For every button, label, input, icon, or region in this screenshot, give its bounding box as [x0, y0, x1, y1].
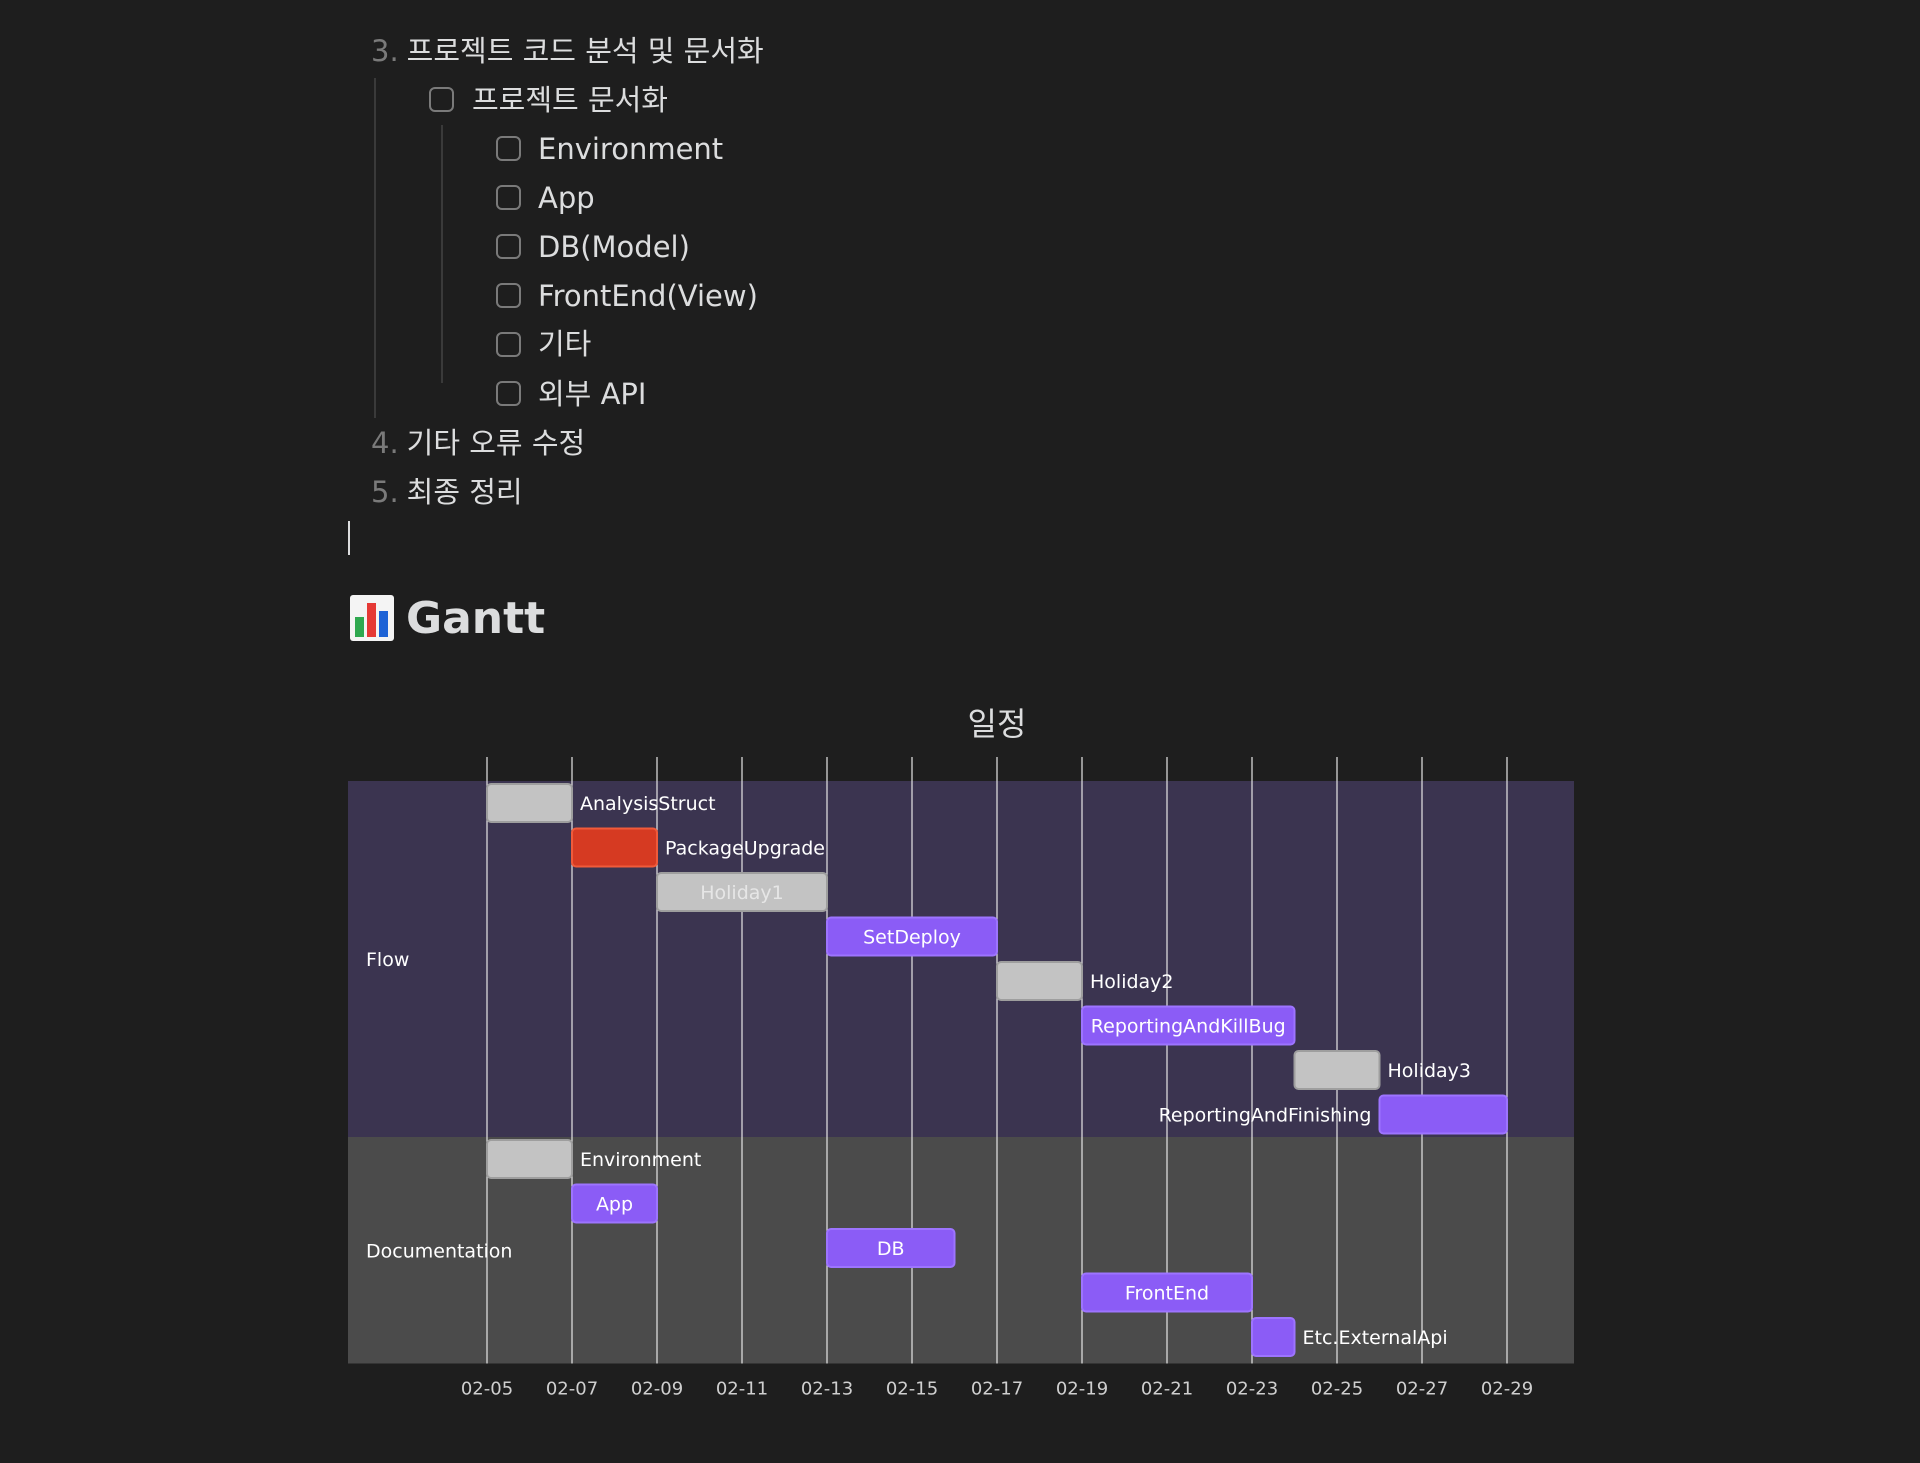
x-tick-label: 02-07 — [546, 1379, 598, 1400]
task-checkbox[interactable] — [496, 332, 521, 357]
text-cursor — [348, 521, 350, 555]
heading-text: Gantt — [406, 592, 546, 644]
list-number: 3. — [371, 34, 399, 68]
task-label: DB(Model) — [538, 230, 690, 264]
task-label: 기타 — [538, 327, 592, 361]
x-tick-label: 02-21 — [1141, 1379, 1193, 1400]
task-label: 외부 API — [538, 377, 647, 411]
x-tick-label: 02-23 — [1226, 1379, 1278, 1400]
task-label: Environment — [538, 132, 724, 166]
task-label: App — [596, 1194, 633, 1216]
task-label: PackageUpgrade — [665, 838, 825, 860]
list-item-text: 프로젝트 코드 분석 및 문서화 — [406, 34, 764, 68]
x-tick-label: 02-15 — [886, 1379, 938, 1400]
task-label: FrontEnd — [1125, 1283, 1209, 1305]
list-item-text: 기타 오류 수정 — [406, 426, 586, 460]
x-tick-label: 02-25 — [1311, 1379, 1363, 1400]
x-tick-label: 02-17 — [971, 1379, 1023, 1400]
list-item-5[interactable]: 5. 최종 정리 — [371, 472, 523, 512]
task-label: App — [538, 181, 595, 215]
task-bar — [826, 916, 998, 957]
x-tick-label: 02-11 — [716, 1379, 768, 1400]
task-checkbox[interactable] — [496, 185, 521, 210]
indent-guide — [441, 125, 443, 383]
task-bar — [486, 1139, 573, 1179]
x-tick-label: 02-19 — [1056, 1379, 1108, 1400]
task-label: Holiday2 — [1090, 971, 1174, 993]
task-label: 프로젝트 문서화 — [472, 83, 668, 117]
x-tick-label: 02-13 — [801, 1379, 853, 1400]
task-checkbox[interactable] — [496, 136, 521, 161]
gantt-heading: Gantt — [350, 588, 545, 648]
list-number: 4. — [371, 426, 399, 460]
task-bar — [1293, 1050, 1381, 1090]
task-bar — [1378, 1094, 1508, 1135]
list-number: 5. — [371, 475, 399, 509]
task-bar — [996, 961, 1083, 1001]
task-label: Etc.ExternalApi — [1303, 1327, 1448, 1349]
task-label: DB — [877, 1238, 905, 1260]
chart-title: 일정 — [968, 705, 1027, 743]
task-label: SetDeploy — [863, 927, 961, 949]
x-tick-label: 02-29 — [1481, 1379, 1533, 1400]
task-label: Holiday1 — [700, 882, 784, 904]
task-label: Environment — [580, 1149, 701, 1171]
indent-guide — [374, 78, 376, 418]
task-checkbox[interactable] — [429, 87, 454, 112]
list-item-text: 최종 정리 — [406, 475, 523, 509]
section-background — [348, 781, 1574, 1137]
task-bar — [571, 827, 658, 868]
task-label: ReportingAndFinishing — [1159, 1105, 1372, 1127]
x-tick-label: 02-27 — [1396, 1379, 1448, 1400]
task-label: FrontEnd(View) — [538, 279, 758, 313]
task-bar — [1251, 1317, 1296, 1357]
task-bar — [656, 872, 828, 912]
x-tick-label: 02-09 — [631, 1379, 683, 1400]
task-bar — [826, 1228, 956, 1268]
list-item-3[interactable]: 3. 프로젝트 코드 분석 및 문서화 — [371, 31, 764, 71]
task-bar — [1081, 1005, 1296, 1046]
task-bar — [571, 1183, 658, 1224]
task-checkbox[interactable] — [496, 283, 521, 308]
task-label: ReportingAndKillBug — [1091, 1016, 1286, 1038]
list-item-4[interactable]: 4. 기타 오류 수정 — [371, 423, 585, 463]
bar-chart-emoji-icon — [350, 595, 394, 641]
task-checkbox[interactable] — [496, 381, 521, 406]
task-label: AnalysisStruct — [580, 793, 716, 815]
section-label: Flow — [366, 949, 409, 971]
task-checkbox[interactable] — [496, 234, 521, 259]
x-tick-label: 02-05 — [461, 1379, 513, 1400]
task-bar — [486, 783, 573, 823]
section-label: Documentation — [366, 1240, 512, 1262]
task-label: Holiday3 — [1388, 1060, 1472, 1082]
task-bar — [1081, 1272, 1253, 1313]
